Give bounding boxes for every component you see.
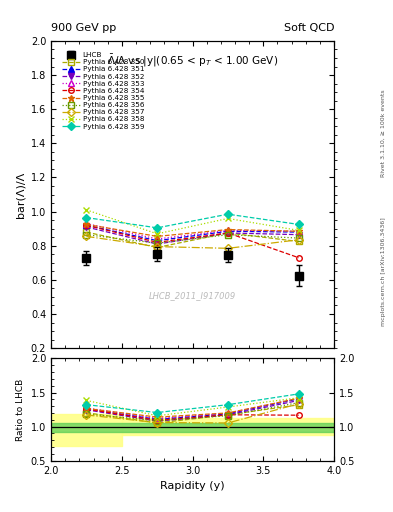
- Pythia 6.428 351: [84, 222, 89, 228]
- Text: $\bar{\Lambda}/\Lambda$ vs |y|(0.65 < p$_T$ < 1.00 GeV): $\bar{\Lambda}/\Lambda$ vs |y|(0.65 < p$…: [107, 53, 278, 69]
- Pythia 6.428 359: [84, 215, 89, 221]
- Pythia 6.428 357: [155, 244, 160, 250]
- Pythia 6.428 358: [296, 227, 301, 233]
- Pythia 6.428 352: [226, 230, 230, 236]
- Pythia 6.428 353: [84, 221, 89, 227]
- Pythia 6.428 351: [155, 238, 160, 244]
- Pythia 6.428 357: [84, 233, 89, 240]
- Y-axis label: bar(Λ)/Λ: bar(Λ)/Λ: [15, 172, 25, 218]
- X-axis label: Rapidity (y): Rapidity (y): [160, 481, 225, 491]
- Pythia 6.428 354: [296, 254, 301, 261]
- Pythia 6.428 353: [296, 228, 301, 234]
- Text: LHCB_2011_I917009: LHCB_2011_I917009: [149, 291, 236, 301]
- Pythia 6.428 350: [296, 239, 301, 245]
- Pythia 6.428 352: [155, 241, 160, 247]
- Text: mcplots.cern.ch [arXiv:1306.3436]: mcplots.cern.ch [arXiv:1306.3436]: [381, 217, 386, 326]
- Pythia 6.428 357: [296, 237, 301, 243]
- Pythia 6.428 351: [296, 229, 301, 235]
- Line: Pythia 6.428 355: Pythia 6.428 355: [83, 221, 302, 240]
- Line: Pythia 6.428 352: Pythia 6.428 352: [84, 224, 301, 247]
- Line: Pythia 6.428 357: Pythia 6.428 357: [84, 233, 301, 251]
- Pythia 6.428 359: [296, 221, 301, 227]
- Pythia 6.428 359: [155, 225, 160, 231]
- Line: Pythia 6.428 354: Pythia 6.428 354: [84, 223, 301, 261]
- Pythia 6.428 354: [155, 239, 160, 245]
- Line: Pythia 6.428 350: Pythia 6.428 350: [84, 229, 301, 250]
- Pythia 6.428 356: [155, 240, 160, 246]
- Pythia 6.428 352: [84, 224, 89, 230]
- Pythia 6.428 355: [84, 221, 89, 227]
- Pythia 6.428 356: [296, 235, 301, 241]
- Pythia 6.428 355: [296, 228, 301, 234]
- Pythia 6.428 355: [226, 226, 230, 232]
- Pythia 6.428 354: [84, 222, 89, 228]
- Pythia 6.428 351: [226, 228, 230, 234]
- Pythia 6.428 358: [84, 207, 89, 213]
- Text: 900 GeV pp: 900 GeV pp: [51, 23, 116, 33]
- Text: Rivet 3.1.10, ≥ 100k events: Rivet 3.1.10, ≥ 100k events: [381, 89, 386, 177]
- Line: Pythia 6.428 353: Pythia 6.428 353: [84, 221, 301, 242]
- Text: Soft QCD: Soft QCD: [284, 23, 334, 33]
- Line: Pythia 6.428 358: Pythia 6.428 358: [84, 207, 301, 237]
- Y-axis label: Ratio to LHCB: Ratio to LHCB: [16, 378, 25, 441]
- Pythia 6.428 354: [226, 230, 230, 236]
- Pythia 6.428 356: [84, 231, 89, 238]
- Pythia 6.428 352: [296, 231, 301, 238]
- Pythia 6.428 358: [226, 216, 230, 222]
- Line: Pythia 6.428 356: Pythia 6.428 356: [84, 232, 301, 246]
- Pythia 6.428 355: [155, 233, 160, 240]
- Pythia 6.428 359: [226, 211, 230, 217]
- Line: Pythia 6.428 359: Pythia 6.428 359: [84, 211, 301, 230]
- Pythia 6.428 356: [226, 231, 230, 238]
- Legend: LHCB, Pythia 6.428 350, Pythia 6.428 351, Pythia 6.428 352, Pythia 6.428 353, Py: LHCB, Pythia 6.428 350, Pythia 6.428 351…: [61, 51, 146, 131]
- Line: Pythia 6.428 351: Pythia 6.428 351: [84, 223, 301, 243]
- Pythia 6.428 350: [155, 244, 160, 250]
- Pythia 6.428 353: [226, 227, 230, 233]
- Pythia 6.428 353: [155, 236, 160, 242]
- Pythia 6.428 350: [226, 230, 230, 236]
- Pythia 6.428 358: [155, 231, 160, 237]
- Pythia 6.428 350: [84, 229, 89, 235]
- Pythia 6.428 357: [226, 245, 230, 251]
